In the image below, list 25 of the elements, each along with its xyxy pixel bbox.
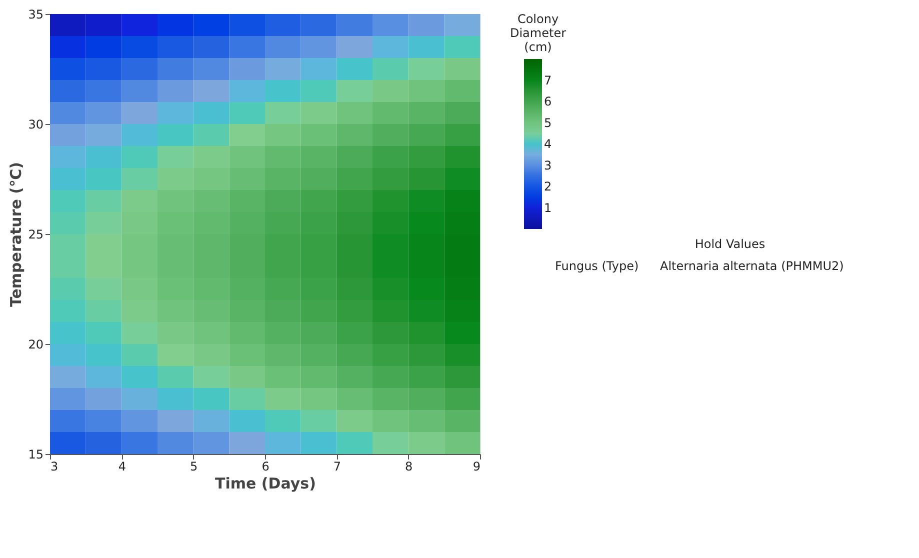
y-tick-label: 35 (28, 8, 44, 22)
x-axis-title: Time (Days) (215, 474, 316, 492)
x-tick-label: 7 (333, 460, 341, 474)
color-bar-label: 1 (544, 200, 552, 215)
x-tick-label: 6 (262, 460, 270, 474)
y-tick-label: 20 (28, 338, 44, 352)
color-bar-label: 4 (544, 137, 552, 151)
color-bar-label: 6 (544, 94, 552, 108)
color-bar-label: 2 (544, 180, 552, 194)
x-tick-label: 9 (472, 460, 480, 474)
x-tick-label: 8 (405, 460, 413, 474)
x-tick-label: 4 (118, 460, 126, 474)
text: Alternaria alternata (PHMMU2) (660, 259, 844, 273)
color-bar-label: 7 (544, 73, 552, 88)
y-axis-title: Temperature (℃) (7, 162, 26, 307)
y-tick-label: 30 (28, 118, 44, 132)
text: Hold Values (694, 237, 766, 251)
color-bar-label: 5 (544, 116, 552, 130)
y-tick-label: 15 (28, 448, 44, 462)
color-bar-label: 3 (544, 158, 552, 172)
x-tick-label: 5 (190, 460, 198, 474)
y-tick-label: 25 (28, 228, 44, 242)
x-tick-label: 3 (50, 460, 58, 474)
text: Fungus (Type) (555, 259, 639, 273)
legend-title: Colony Diameter (cm) (510, 12, 566, 54)
